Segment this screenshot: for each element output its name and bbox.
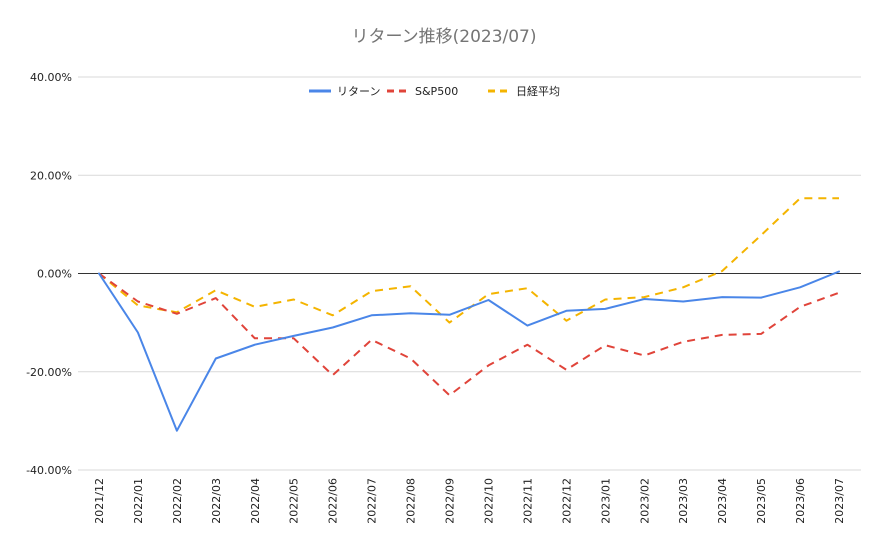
legend-label: S&P500	[415, 85, 458, 98]
x-tick-label: 2022/10	[482, 478, 495, 524]
legend-item: S&P500	[387, 85, 458, 98]
x-tick-label: 2023/04	[716, 478, 729, 524]
x-tick-label: 2023/06	[794, 478, 807, 524]
x-tick-label: 2022/09	[444, 478, 457, 524]
legend-item: リターン	[309, 85, 380, 98]
x-tick-label: 2022/08	[405, 478, 418, 524]
gridlines	[78, 76, 861, 471]
y-tick-label: 40.00%	[30, 71, 72, 84]
x-tick-label: 2021/12	[93, 478, 106, 524]
x-tick-label: 2022/11	[521, 478, 534, 524]
series-line-1	[98, 272, 840, 397]
x-tick-label: 2022/02	[171, 478, 184, 524]
legend: リターン S&P500 日経平均	[309, 85, 560, 98]
x-tick-label: 2022/12	[560, 478, 573, 524]
x-tick-label: 2022/07	[366, 478, 379, 524]
x-axis-ticks: 2021/12 2022/01 2022/02 2022/03 2022/04 2022/…	[93, 478, 846, 524]
x-tick-label: 2022/04	[249, 478, 262, 524]
series-line-0	[98, 270, 840, 432]
x-tick-label: 2022/06	[327, 478, 340, 524]
x-tick-label: 2022/03	[210, 478, 223, 524]
legend-label: リターン	[337, 85, 380, 98]
x-tick-label: 2023/07	[833, 478, 846, 524]
y-tick-label: -40.00%	[26, 464, 72, 477]
x-tick-label: 2023/02	[638, 478, 651, 524]
y-tick-label: -20.00%	[26, 366, 72, 379]
x-tick-label: 2023/03	[677, 478, 690, 524]
x-tick-label: 2022/01	[132, 478, 145, 524]
x-tick-label: 2022/05	[288, 478, 301, 524]
legend-item: 日経平均	[488, 85, 560, 98]
y-tick-label: 20.00%	[30, 169, 72, 182]
series-line-2	[98, 197, 839, 324]
x-tick-label: 2023/01	[599, 478, 612, 524]
chart-title: リターン推移(2023/07)	[351, 27, 536, 47]
y-axis-ticks: 40.00% 20.00% 0.00% -20.00% -40.00%	[26, 71, 72, 477]
series-lines	[98, 197, 840, 432]
x-tick-label: 2023/05	[755, 478, 768, 524]
y-tick-label: 0.00%	[37, 268, 72, 281]
legend-label: 日経平均	[516, 85, 560, 98]
